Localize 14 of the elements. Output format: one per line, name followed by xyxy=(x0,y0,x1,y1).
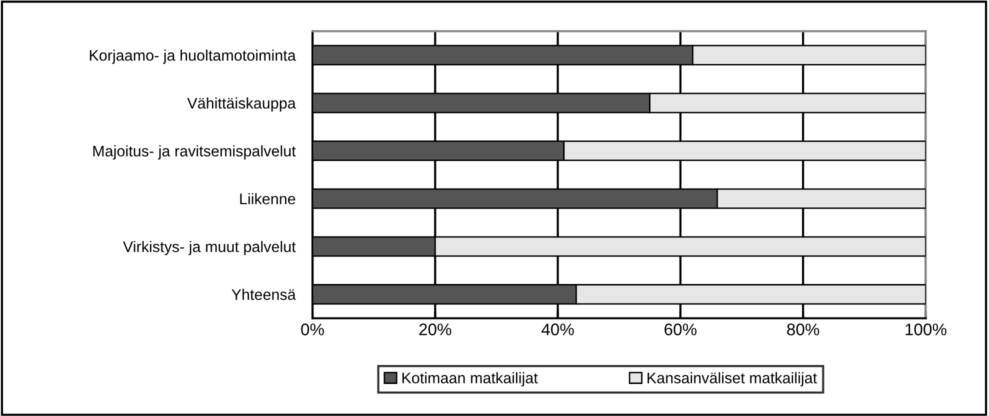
x-tick-label: 40% xyxy=(542,324,574,336)
y-tick-label: Korjaamo- ja huoltamotoiminta xyxy=(90,50,296,64)
y-tick-label: Liikenne xyxy=(240,193,296,204)
y-tick-label: Vähittäiskauppa xyxy=(187,97,296,112)
y-tick-label: Majoitus- ja ravitsemispalvelut xyxy=(93,145,296,160)
y-tick-label: Yhteensä xyxy=(232,288,296,300)
x-tick-label: 20% xyxy=(419,324,452,336)
legend-label: Kotimaan matkailijat xyxy=(402,372,538,386)
x-tick-label: 80% xyxy=(787,324,820,336)
x-tick-label: 60% xyxy=(664,324,697,336)
x-tick-label: 0% xyxy=(301,324,324,336)
legend-label: Kansainväliset matkailijat xyxy=(648,372,817,386)
x-tick-label: 100% xyxy=(906,324,946,336)
y-tick-label: Virkistys- ja muut palvelut xyxy=(122,240,296,256)
